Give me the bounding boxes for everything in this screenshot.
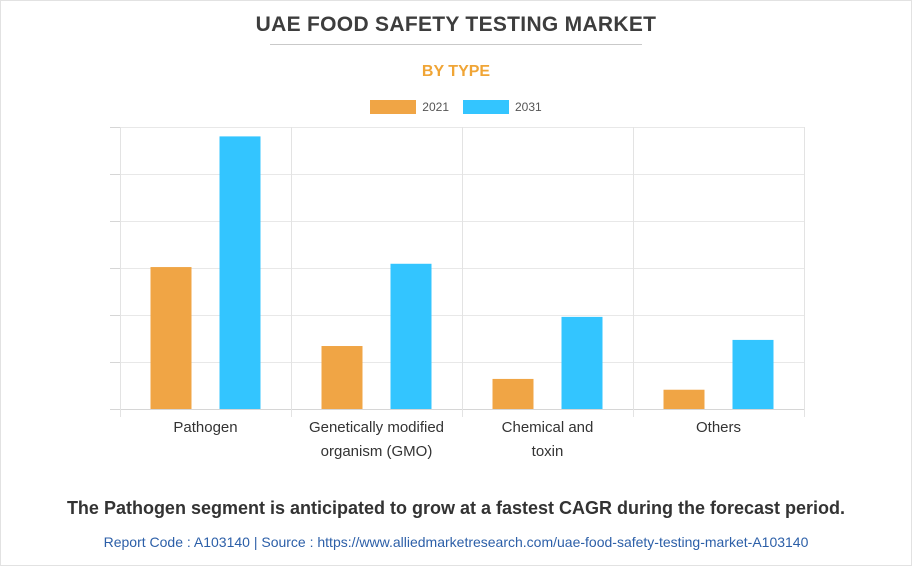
chart-title: UAE FOOD SAFETY TESTING MARKET	[255, 13, 657, 36]
legend-label-2031: 2031	[515, 100, 542, 114]
x-tick-label-0: Pathogen	[173, 419, 237, 436]
legend: 2021 2031	[0, 100, 912, 114]
source-line[interactable]: Report Code : A103140 | Source : https:/…	[103, 534, 809, 550]
legend-swatch-2031	[463, 100, 509, 114]
bar-2031-2	[561, 316, 603, 409]
bar-2021-0	[150, 267, 192, 409]
x-tick-label-2: Chemical and toxin	[502, 419, 594, 460]
legend-swatch-2021	[370, 100, 417, 114]
x-tick-label-3: Others	[696, 419, 741, 436]
bar-2021-1	[321, 346, 363, 409]
bar-2031-3	[732, 339, 774, 409]
chart-subtitle: BY TYPE	[421, 63, 491, 80]
bar-2021-2	[492, 378, 534, 409]
bar-2031-0	[219, 136, 261, 409]
legend-item-2031[interactable]: 2031	[463, 100, 542, 114]
bar-2031-1	[390, 263, 432, 409]
bar-2021-3	[663, 389, 705, 409]
legend-label-2021: 2021	[422, 100, 449, 114]
summary-statement: The Pathogen segment is anticipated to g…	[66, 498, 846, 518]
legend-item-2021[interactable]: 2021	[370, 100, 449, 114]
x-tick-label-1: Genetically modified organism (GMO)	[309, 419, 444, 460]
title-divider	[270, 44, 642, 45]
